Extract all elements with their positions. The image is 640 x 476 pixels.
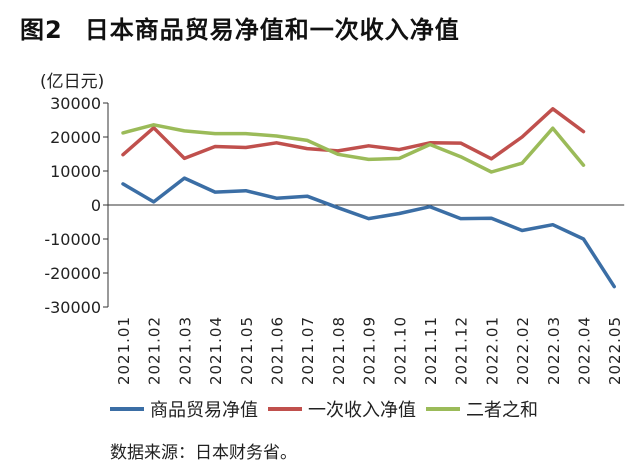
legend-item-sum: 二者之和 [426, 396, 538, 422]
y-tick-label: 20000 [50, 128, 101, 147]
legend-swatch-primary-income [268, 407, 302, 411]
x-tick-label: 2021.12 [453, 316, 471, 385]
x-tick-label: 2022.04 [576, 316, 594, 385]
x-tick-label: 2021.08 [330, 316, 348, 385]
legend-swatch-trade [110, 407, 144, 411]
y-tick-label: 10000 [50, 162, 101, 181]
x-tick-label: 2021.01 [115, 316, 133, 385]
series-line-trade-balance [121, 176, 616, 289]
legend-label-trade: 商品贸易净值 [150, 400, 258, 421]
x-tick-label: 2022.01 [483, 316, 501, 385]
figure-number: 图2 [20, 16, 63, 44]
x-tick-label: 2022.02 [514, 316, 532, 385]
figure-title-text: 日本商品贸易净值和一次收入净值 [84, 16, 460, 44]
x-tick-label: 2021.03 [176, 316, 194, 385]
y-tick-label: -20000 [44, 264, 101, 283]
legend-swatch-sum [426, 407, 460, 411]
x-tick-label: 2021.05 [238, 316, 256, 385]
source-note: 数据来源：日本财务省。 [110, 443, 297, 463]
x-tick-label: 2021.04 [207, 316, 225, 385]
y-tick-label: 0 [91, 196, 101, 215]
x-tick-label: 2021.10 [391, 316, 409, 385]
x-tick-label: 2022.05 [606, 316, 624, 385]
x-tick-label: 2022.03 [545, 316, 563, 385]
figure-title: 图2 日本商品贸易净值和一次收入净值 [20, 10, 460, 45]
legend-item-primary-income: 一次收入净值 [268, 396, 416, 422]
y-axis-unit-label: (亿日元) [40, 72, 105, 92]
series-line-sum [121, 123, 586, 174]
x-tick-label: 2021.07 [299, 316, 317, 385]
x-tick-label: 2021.11 [422, 316, 440, 385]
x-tick-label: 2021.06 [269, 316, 287, 385]
chart-legend: 商品贸易净值 一次收入净值 二者之和 [110, 396, 538, 422]
x-tick-label: 2021.09 [361, 316, 379, 385]
legend-label-sum: 二者之和 [466, 400, 538, 421]
y-tick-label: -30000 [44, 298, 101, 317]
legend-label-primary-income: 一次收入净值 [308, 400, 416, 421]
series-line-primary-income [121, 107, 586, 161]
x-tick-label: 2021.02 [146, 316, 164, 385]
y-tick-label: -10000 [44, 230, 101, 249]
y-tick-label: 30000 [50, 94, 101, 113]
legend-item-trade: 商品贸易净值 [110, 396, 258, 422]
